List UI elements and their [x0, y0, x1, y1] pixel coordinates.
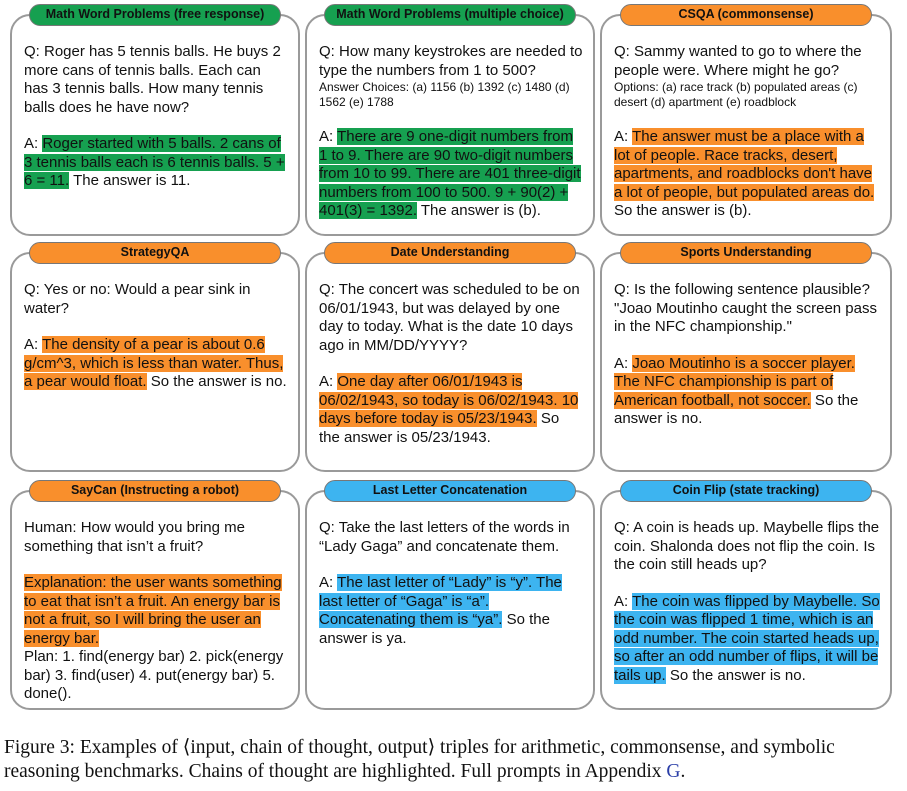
answer-options: Answer Choices: (a) 1156 (b) 1392 (c) 14… — [319, 80, 570, 109]
answer-text: A: — [319, 373, 338, 390]
answer-text: So the answer is 05/23/1943. — [319, 410, 560, 446]
question: Q: Take the last letters of the words in… — [319, 519, 570, 555]
answer: A: The last letter of “Lady” is “y”. The… — [319, 574, 583, 648]
example-card: Math Word Problems (multiple choice) Q: H… — [305, 4, 595, 236]
card-title: Last Letter Concatenation — [324, 480, 576, 502]
answer-text: So the answer is ya. — [319, 611, 550, 647]
caption-end: . — [680, 761, 686, 782]
answer-text: A: — [614, 128, 633, 145]
answer-text: A: — [319, 574, 338, 591]
question: Human: How would you bring me something … — [24, 519, 245, 555]
caption-label: Figure 3: — [4, 737, 75, 758]
example-card: Math Word Problems (free response) Q: Rog… — [10, 4, 300, 236]
question: Q: Is the following sentence plausible? … — [614, 281, 877, 335]
caption: Figure 3: Examples of ⟨input, chain of t… — [4, 736, 904, 784]
appendix-link[interactable]: G — [666, 761, 681, 782]
example-card: CSQA (commonsense) Q: Sammy wanted to go … — [600, 4, 892, 236]
card-title: CSQA (commonsense) — [620, 4, 872, 26]
chain-of-thought: The answer must be a place with a lot of… — [614, 128, 875, 201]
chain-of-thought: Roger started with 5 balls. 2 cans of 3 … — [24, 135, 285, 189]
example-card: Sports Understanding Q: Is the following … — [600, 242, 892, 472]
answer-text: So the answer is no. — [665, 666, 806, 684]
answer-text: So the answer is (b). — [614, 202, 752, 219]
chain-of-thought: Explanation: the user wants something to… — [24, 574, 282, 647]
card-title: Date Understanding — [324, 242, 576, 264]
answer: A: One day after 06/01/1943 is 06/02/194… — [319, 373, 583, 447]
answer-text: The answer is (b). — [417, 202, 541, 219]
answer-text: So the answer is no. — [146, 373, 287, 390]
answer: A: The answer must be a place with a lot… — [614, 128, 880, 221]
answer-text: A: — [614, 592, 633, 610]
question: Q: A coin is heads up. Maybelle flips th… — [614, 519, 880, 573]
answer: A: The density of a pear is about 0.6 g/… — [24, 336, 288, 392]
answer: A: Joao Moutinho is a soccer player. The… — [614, 354, 880, 429]
plan: Plan: 1. find(energy bar) 2. pick(energy… — [24, 648, 284, 702]
card-title: Coin Flip (state tracking) — [620, 480, 872, 502]
answer-text: The answer is 11. — [69, 172, 191, 189]
card-title: Math Word Problems (free response) — [29, 4, 281, 26]
chain-of-thought: The last letter of “Lady” is “y”. The la… — [319, 574, 562, 628]
answer-text: A: — [614, 354, 633, 372]
card-title: StrategyQA — [29, 242, 281, 264]
answer-text: A: — [24, 336, 43, 353]
answer: Explanation: the user wants something to… — [24, 574, 288, 648]
question: Q: Sammy wanted to go to where the peopl… — [614, 43, 862, 79]
example-card: Date Understanding Q: The concert was sch… — [305, 242, 595, 472]
answer: A: Roger started with 5 balls. 2 cans of… — [24, 135, 288, 191]
question: Q: The concert was scheduled to be on 06… — [319, 281, 580, 354]
example-card: Last Letter Concatenation Q: Take the las… — [305, 480, 595, 710]
question: Q: Roger has 5 tennis balls. He buys 2 m… — [24, 43, 281, 116]
answer: A: There are 9 one-digit numbers from 1 … — [319, 128, 583, 221]
question: Q: Yes or no: Would a pear sink in water… — [24, 281, 251, 317]
example-card: StrategyQA Q: Yes or no: Would a pear sin… — [10, 242, 300, 472]
answer-options: Options: (a) race track (b) populated ar… — [614, 80, 858, 109]
chain-of-thought: Joao Moutinho is a soccer player. The NF… — [614, 354, 855, 409]
answer-text: A: — [319, 128, 338, 145]
answer-text: A: — [24, 135, 43, 152]
answer: A: The coin was flipped by Maybelle. So … — [614, 592, 880, 686]
answer-text: So the answer is no. — [614, 391, 859, 428]
example-card: Coin Flip (state tracking) Q: A coin is h… — [600, 480, 892, 710]
caption-text: Examples of ⟨input, chain of thought, ou… — [4, 737, 835, 782]
question: Q: How many keystrokes are needed to typ… — [319, 43, 583, 79]
card-title: Sports Understanding — [620, 242, 872, 264]
card-title: Math Word Problems (multiple choice) — [324, 4, 576, 26]
card-title: SayCan (Instructing a robot) — [29, 480, 281, 502]
example-card: SayCan (Instructing a robot) Human: How w… — [10, 480, 300, 710]
